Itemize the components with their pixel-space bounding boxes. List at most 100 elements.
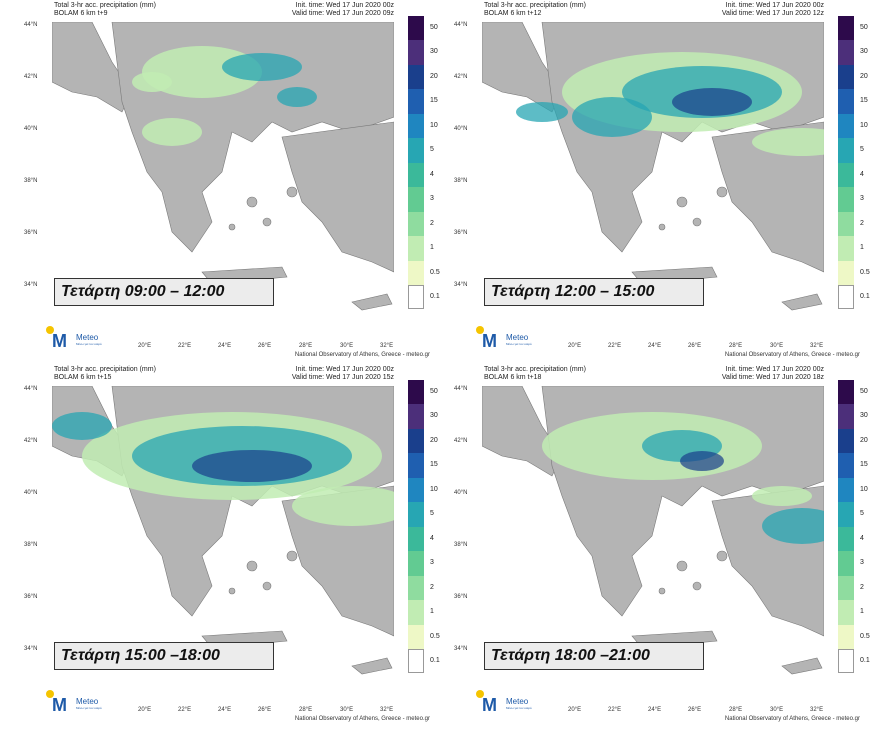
- colorbar-label: 1: [860, 244, 864, 252]
- lon-tick-label: 26°E: [258, 707, 272, 713]
- colorbar-label: 2: [860, 219, 864, 227]
- lat-tick-label: 44°N: [24, 22, 38, 28]
- lon-tick-label: 26°E: [258, 343, 272, 349]
- colorbar-cell: [408, 64, 424, 90]
- lat-tick-label: 34°N: [454, 282, 468, 288]
- lon-tick-label: 20°E: [568, 343, 582, 349]
- panel-header-left: Total 3-hr acc. precipitation (mm) BOLAM…: [54, 2, 156, 18]
- colorbar-cell: [838, 284, 854, 310]
- colorbar-label: 4: [430, 534, 434, 542]
- lat-tick-label: 40°N: [24, 490, 38, 496]
- island: [228, 587, 236, 595]
- cyprus-landmass: [781, 657, 823, 675]
- forecast-panel-3: Total 3-hr acc. precipitation (mm) BOLAM…: [10, 366, 440, 728]
- lat-tick-label: 38°N: [454, 542, 468, 548]
- colorbar-cell: [408, 428, 424, 454]
- cyprus-landmass: [781, 293, 823, 311]
- sun-icon: [476, 690, 484, 698]
- colorbar-label: 5: [860, 510, 864, 518]
- period-label: Τετάρτη 15:00 –18:00: [54, 642, 274, 670]
- colorbar-label: 3: [860, 195, 864, 203]
- credit-text: National Observatory of Athens, Greece -…: [724, 352, 860, 358]
- lon-tick-label: 22°E: [608, 707, 622, 713]
- colorbar-cell: [408, 624, 424, 649]
- lat-tick-label: 34°N: [454, 646, 468, 652]
- colorbar-label: 0.5: [860, 268, 870, 276]
- lat-tick-label: 40°N: [24, 126, 38, 132]
- colorbar-label: 4: [860, 170, 864, 178]
- turkey-landmass: [711, 121, 824, 273]
- panel-header-right: Init. time: Wed 17 Jun 2020 00z Valid ti…: [244, 2, 394, 18]
- colorbar-cell: [408, 138, 424, 163]
- lat-tick-label: 42°N: [24, 74, 38, 80]
- init-time: Init. time: Wed 17 Jun 2020 00z: [725, 2, 824, 9]
- lon-tick-label: 20°E: [138, 343, 152, 349]
- colorbar-cell: [408, 526, 424, 552]
- lat-tick-label: 34°N: [24, 646, 38, 652]
- colorbar: [408, 380, 424, 698]
- colorbar-cell: [408, 600, 424, 625]
- colorbar-cell: [838, 40, 854, 65]
- logo-tagline: Μένω για τον καιρό: [506, 706, 532, 710]
- credit-text: National Observatory of Athens, Greece -…: [294, 716, 430, 722]
- colorbar-label: 30: [860, 48, 868, 56]
- lat-tick-label: 36°N: [454, 594, 468, 600]
- meteo-logo: M Meteo Μένω για τον καιρό: [46, 326, 116, 350]
- colorbar-label: 5: [860, 146, 864, 154]
- colorbar-cell: [408, 477, 424, 503]
- colorbar-label: 15: [430, 461, 438, 469]
- colorbar-cell: [838, 89, 854, 114]
- colorbar-label: 5: [430, 510, 434, 518]
- lat-tick-label: 38°N: [24, 542, 38, 548]
- init-time: Init. time: Wed 17 Jun 2020 00z: [295, 2, 394, 9]
- logo-tagline: Μένω για τον καιρό: [76, 706, 102, 710]
- colorbar-cell: [838, 138, 854, 163]
- lat-tick-label: 40°N: [454, 490, 468, 496]
- lon-tick-label: 28°E: [299, 707, 313, 713]
- colorbar-label: 0.1: [430, 293, 440, 301]
- colorbar-label: 2: [430, 219, 434, 227]
- product-title: Total 3-hr acc. precipitation (mm): [484, 366, 586, 373]
- colorbar-cell: [408, 284, 424, 310]
- lon-tick-label: 32°E: [810, 343, 824, 349]
- panel-header-right: Init. time: Wed 17 Jun 2020 00z Valid ti…: [674, 366, 824, 382]
- colorbar-label: 30: [430, 48, 438, 56]
- colorbar-cell: [838, 380, 854, 405]
- island: [716, 550, 728, 562]
- turkey-landmass: [281, 121, 394, 273]
- model-run: BOLAM 6 km t+12: [484, 10, 542, 17]
- colorbar-label: 2: [430, 583, 434, 591]
- colorbar-cell: [838, 64, 854, 90]
- colorbar-label: 0.1: [860, 657, 870, 665]
- colorbar-label: 15: [430, 97, 438, 105]
- colorbar-cell: [408, 551, 424, 576]
- colorbar-label: 20: [430, 436, 438, 444]
- meteo-m-icon: M: [52, 331, 67, 351]
- colorbar-cell: [408, 187, 424, 212]
- colorbar-cell: [838, 236, 854, 261]
- period-label: Τετάρτη 12:00 – 15:00: [484, 278, 704, 306]
- colorbar-label: 5: [430, 146, 434, 154]
- island: [228, 223, 236, 231]
- island: [676, 196, 688, 208]
- lat-tick-label: 38°N: [24, 178, 38, 184]
- colorbar-cell: [838, 453, 854, 478]
- colorbar-label: 4: [860, 534, 864, 542]
- lon-tick-label: 22°E: [178, 707, 192, 713]
- forecast-panel-1: Total 3-hr acc. precipitation (mm) BOLAM…: [10, 2, 440, 364]
- product-title: Total 3-hr acc. precipitation (mm): [54, 2, 156, 9]
- lon-tick-label: 32°E: [380, 707, 394, 713]
- island: [246, 560, 258, 572]
- colorbar-cell: [838, 260, 854, 285]
- sun-icon: [46, 326, 54, 334]
- meteo-m-icon: M: [482, 695, 497, 715]
- island: [692, 217, 702, 227]
- cyprus-landmass: [351, 293, 393, 311]
- panel-header-left: Total 3-hr acc. precipitation (mm) BOLAM…: [484, 2, 586, 18]
- island: [658, 587, 666, 595]
- colorbar-cell: [408, 453, 424, 478]
- panel-header-right: Init. time: Wed 17 Jun 2020 00z Valid ti…: [674, 2, 824, 18]
- forecast-panel-2: Total 3-hr acc. precipitation (mm) BOLAM…: [440, 2, 870, 364]
- credit-text: National Observatory of Athens, Greece -…: [294, 352, 430, 358]
- colorbar-cell: [838, 575, 854, 601]
